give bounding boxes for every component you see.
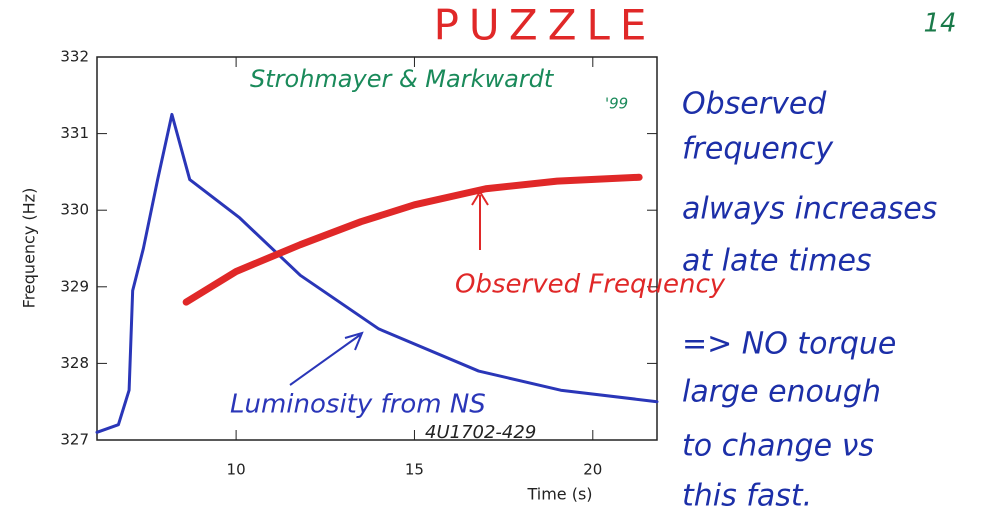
- y-tick-label: 331: [60, 124, 89, 142]
- note-line: always increases: [682, 192, 937, 227]
- note-line: at late times: [682, 244, 872, 279]
- y-tick-label: 330: [60, 201, 89, 219]
- note-line: large enough: [682, 375, 881, 410]
- series-line: [182, 173, 643, 306]
- x-tick-label: 10: [227, 461, 246, 479]
- note-line: Observed: [682, 87, 827, 122]
- y-axis-label: Frequency (Hz): [20, 188, 39, 309]
- y-tick-label: 329: [60, 277, 89, 295]
- note-line: to change νs: [682, 429, 874, 464]
- x-tick-label: 15: [405, 461, 424, 479]
- x-axis-label: Time (s): [526, 485, 592, 504]
- note-line: => NO torque: [682, 327, 896, 362]
- y-tick-label: 332: [60, 48, 89, 66]
- credit: Strohmayer & Markwardt: [250, 65, 555, 93]
- note-line: frequency: [682, 132, 834, 167]
- annotation-arrow: [289, 331, 364, 386]
- credit-year: '99: [605, 95, 628, 113]
- note-line: this fast.: [682, 479, 812, 514]
- series-label: Luminosity from NS: [230, 390, 486, 420]
- source-name: 4U1702-429: [425, 422, 536, 443]
- annotation-arrow: [471, 190, 489, 250]
- slide-title: PUZZLE: [434, 1, 657, 50]
- y-tick-label: 327: [60, 431, 89, 449]
- series-line: [95, 112, 659, 434]
- y-tick-label: 328: [60, 354, 89, 372]
- series-label: Observed Frequency: [455, 270, 726, 300]
- plot-frame: [96, 56, 658, 441]
- x-tick-label: 20: [583, 461, 602, 479]
- page-number: 14: [923, 9, 956, 39]
